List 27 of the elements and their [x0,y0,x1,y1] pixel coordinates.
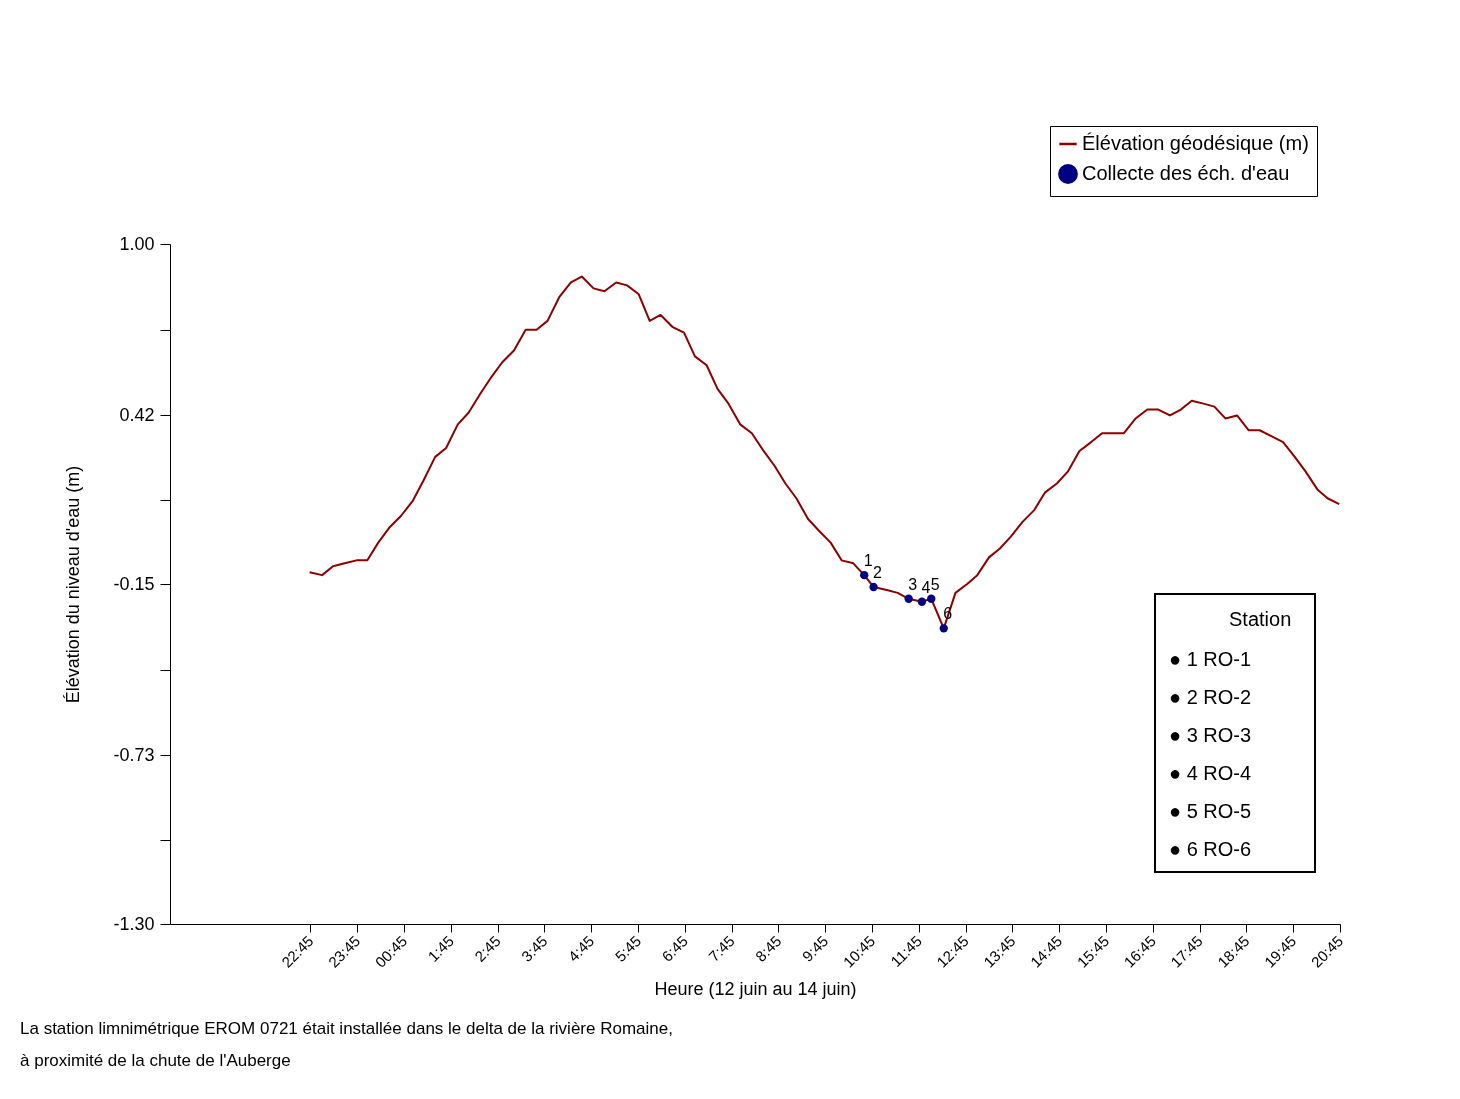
annotation: ● 2 RO-2 [1169,686,1252,708]
x-tick-label: 7:45 [705,932,738,965]
y-tick-label: -1.30 [113,913,155,934]
y-tick-label: -0.73 [113,744,155,765]
annotation: 1 [863,552,873,570]
y-tick-label: 1.00 [119,233,155,254]
annotation: ● 3 RO-3 [1169,724,1252,746]
y-axis-title: Élévation du niveau d'eau (m) [63,465,84,704]
annotation: ● 5 RO-5 [1169,800,1252,822]
legend-title: Station [1229,608,1292,630]
x-tick-label: 9:45 [798,932,832,965]
annotation: 2 [873,563,883,581]
x-axis-title: Heure (12 juin au 14 juin) [654,978,857,999]
annotation: 4 [921,578,931,596]
text: La station limnimétrique EROM 0721 était installée dans le delta de la rivière Romaine, [20,1019,673,1038]
annotation: 5 [930,575,940,593]
annotation: ● 6 RO-6 [1169,838,1252,860]
x-tick-label: 4:45 [564,932,598,965]
legend-label: Collecte des éch. d'eau [1082,162,1290,184]
text: à proximité de la chute de l'Auberge [20,1051,291,1070]
y-tick-label: 0.42 [119,404,155,425]
annotation: ● 4 RO-4 [1169,762,1252,784]
annotation: 3 [908,575,918,593]
y-tick-label: -0.15 [113,573,155,594]
legend-label: Élévation géodésique (m) [1082,132,1309,154]
x-tick-label: 6:45 [658,932,691,965]
annotation: ● 1 RO-1 [1169,648,1252,670]
